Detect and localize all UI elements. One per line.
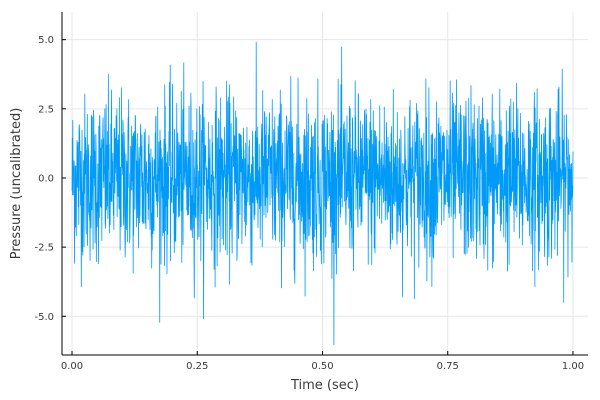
x-tick-label: 0.00 — [61, 361, 83, 372]
x-tick-label: 0.25 — [186, 361, 208, 372]
x-tick-label: 1.00 — [562, 361, 584, 372]
x-tick-label: 0.75 — [437, 361, 459, 372]
y-tick-label: -5.0 — [34, 312, 54, 323]
axes — [61, 12, 588, 356]
series-line — [71, 41, 574, 346]
y-tick-label: 2.5 — [38, 104, 54, 115]
x-axis-label: Time (sec) — [290, 378, 359, 393]
y-tick-label: -2.5 — [34, 243, 54, 254]
y-axis-label: Pressure (uncalibrated) — [9, 108, 24, 260]
y-tick-label: 5.0 — [38, 35, 54, 46]
ticks: 0.00 0.25 0.50 0.75 1.00 -5.0 -2.5 0.0 2.5 5.0 — [34, 35, 584, 372]
x-tick-label: 0.50 — [311, 361, 333, 372]
y-tick-label: 0.0 — [38, 173, 54, 184]
series-layer — [71, 41, 574, 346]
